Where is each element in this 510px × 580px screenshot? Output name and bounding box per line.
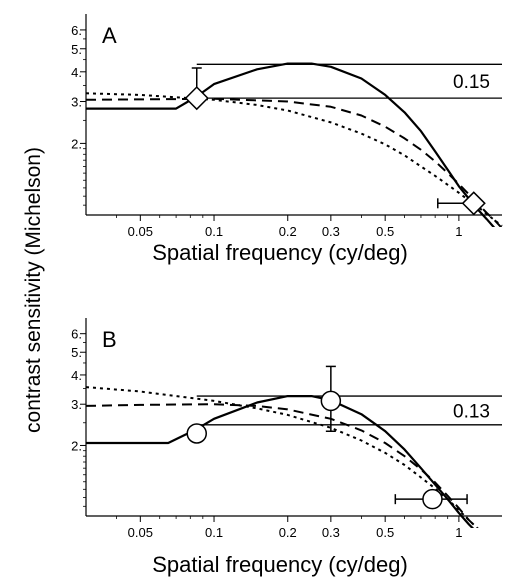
data-point-circle: [422, 488, 443, 510]
series-line-dashed: [86, 97, 503, 227]
data-point-circle: [186, 423, 207, 444]
series-line-dashed: [86, 403, 479, 528]
y-tick-label: 4.: [71, 368, 82, 383]
y-tick-label: 3.: [71, 397, 82, 412]
x-tick-label: 0.5: [376, 525, 394, 540]
data-point-circle: [320, 390, 342, 412]
y-tick-label: 3.: [71, 95, 82, 110]
x-tick-label: 1: [455, 224, 462, 239]
x-tick-label: 0.05: [128, 224, 153, 239]
panel-label: A: [102, 23, 117, 48]
y-tick-label: 6.: [71, 23, 82, 38]
y-tick-label: 2.: [71, 136, 82, 151]
series-line-solid: [86, 62, 496, 227]
x-tick-label: 0.1: [205, 224, 223, 239]
x-tick-label: 0.2: [279, 224, 297, 239]
panel-label: B: [102, 327, 117, 352]
x-tick-label: 0.05: [128, 525, 153, 540]
y-axis-label: contrast sensitivity (Michelson): [22, 147, 45, 433]
x-tick-label: 0.3: [322, 525, 340, 540]
x-tick-label: 0.2: [279, 525, 297, 540]
y-tick-label: 5.: [71, 345, 82, 360]
data-point-diamond: [461, 191, 486, 216]
y-tick-label: 2.: [71, 438, 82, 453]
annotation-label: 0.15: [453, 72, 490, 93]
x-tick-label: 0.1: [205, 525, 223, 540]
data-point-diamond: [184, 86, 209, 111]
y-tick-label: 5.: [71, 42, 82, 57]
series-line-solid: [86, 395, 475, 528]
series-line-dotted: [86, 386, 479, 528]
panel-b: 2. 3. 4. 5. 6. 0.05 0.1 0.2 0.3 0.5 1 0.13 B Spatial …: [71, 318, 502, 577]
y-tick-label: 4.: [71, 65, 82, 80]
x-axis-label: Spatial frequency (cy/deg): [152, 552, 408, 577]
x-tick-label: 1: [455, 525, 462, 540]
x-axis-label: Spatial frequency (cy/deg): [152, 240, 408, 265]
x-tick-label: 0.5: [376, 224, 394, 239]
y-tick-label: 6.: [71, 327, 82, 342]
series-group: [86, 386, 479, 528]
x-tick-label: 0.3: [322, 224, 340, 239]
annotation-label: 0.13: [453, 401, 490, 422]
panel-a: 2. 3. 4. 5. 6. 0.05 0.1 0.2 0.3 0.5 1 0.15 A Spatial …: [71, 14, 503, 265]
